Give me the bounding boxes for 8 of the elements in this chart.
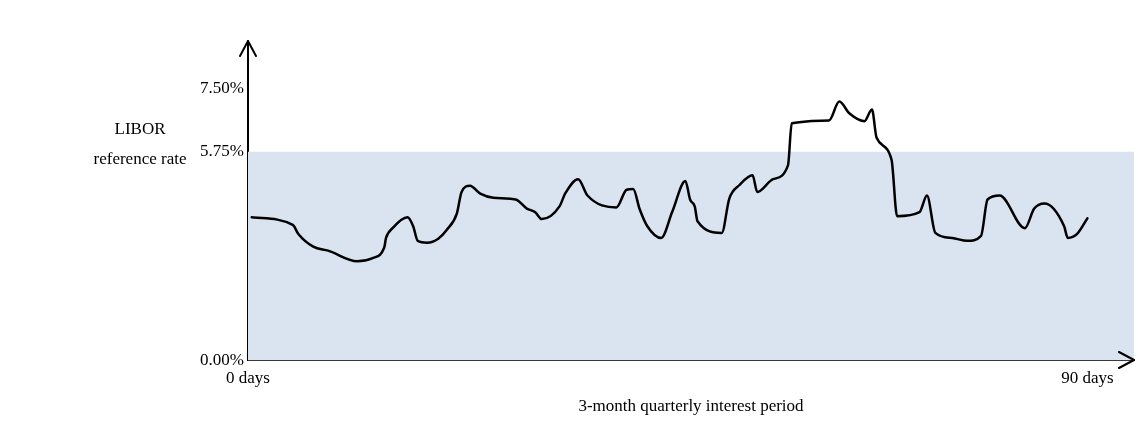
line-series xyxy=(250,100,1089,263)
y-axis-title: LIBOR reference rate xyxy=(92,118,188,170)
x-axis-title: 3-month quarterly interest period xyxy=(578,396,805,416)
y-tick-label: 5.75% xyxy=(200,141,244,161)
x-tick-label: 90 days xyxy=(1061,367,1114,387)
y-tick-label: 0.00% xyxy=(200,349,244,369)
y-tick-label: 7.50% xyxy=(200,77,244,97)
x-tick-label: 0 days xyxy=(226,367,270,387)
